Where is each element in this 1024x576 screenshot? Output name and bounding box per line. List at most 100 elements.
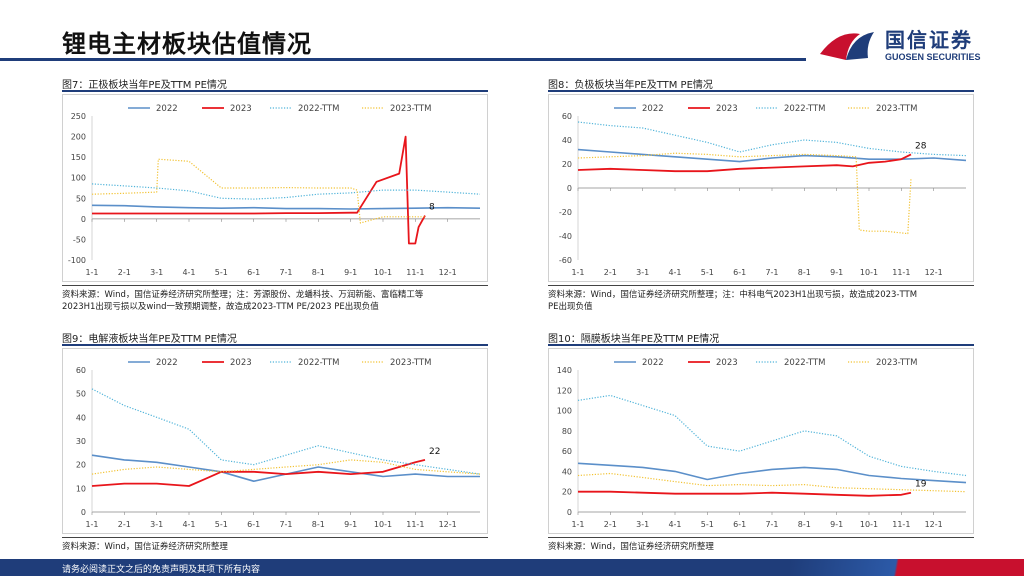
y-tick-label: 20 bbox=[76, 461, 86, 470]
x-tick-label: 4-1 bbox=[182, 520, 195, 529]
chart-frame bbox=[62, 348, 488, 534]
x-tick-label: 9-1 bbox=[830, 520, 843, 529]
series-line-2023 bbox=[577, 153, 912, 173]
legend-label: 2022 bbox=[156, 104, 178, 114]
y-tick-label: -20 bbox=[559, 208, 572, 217]
x-tick-label: 10-1 bbox=[374, 268, 392, 277]
legend-label: 2022 bbox=[156, 358, 178, 368]
y-tick-label: 0 bbox=[567, 508, 572, 517]
data-annotation-label: 8 bbox=[429, 203, 435, 213]
figure10-source-rule bbox=[548, 537, 974, 538]
x-tick-label: 2-1 bbox=[604, 268, 617, 277]
x-tick-label: 12-1 bbox=[439, 520, 457, 529]
y-tick-label: 40 bbox=[76, 413, 86, 422]
legend-label: 2022-TTM bbox=[784, 104, 826, 114]
x-tick-label: 7-1 bbox=[279, 268, 292, 277]
series-line-2023-TTM bbox=[577, 472, 967, 493]
series-line-2022-TTM bbox=[577, 121, 967, 157]
y-tick-label: 50 bbox=[76, 194, 86, 203]
figure8-source-rule bbox=[548, 285, 974, 286]
y-tick-label: -40 bbox=[559, 232, 572, 241]
y-tick-label: 0 bbox=[567, 184, 572, 193]
x-tick-label: 7-1 bbox=[765, 268, 778, 277]
figure8-source-line2: PE出现负值 bbox=[548, 302, 593, 312]
y-tick-label: 120 bbox=[557, 386, 572, 395]
figure7-source-line2: 2023H1出现亏损以及wind一致预期调整，故造成2023-TTM PE/20… bbox=[62, 302, 379, 312]
series-line-2022-TTM bbox=[91, 388, 481, 475]
x-tick-label: 5-1 bbox=[701, 268, 714, 277]
series-line-2022 bbox=[577, 462, 967, 484]
figure10-chart: 0 20 40 60 80 100 120 140 1-1 2-1 3-1 4-1 5-1 6-1 7-1 8… bbox=[548, 348, 974, 534]
series-line-2022 bbox=[91, 204, 481, 210]
title-underline bbox=[0, 58, 806, 61]
series-line-2023 bbox=[91, 459, 426, 487]
y-tick-label: -60 bbox=[559, 256, 572, 265]
x-tick-label: 5-1 bbox=[215, 520, 228, 529]
legend-label: 2023-TTM bbox=[876, 104, 918, 114]
x-tick-label: 8-1 bbox=[312, 268, 325, 277]
figure8-caption: 图8：负极板块当年PE及TTM PE情况 bbox=[548, 80, 713, 91]
legend-label: 2022-TTM bbox=[298, 104, 340, 114]
logo-navy-swoosh bbox=[846, 32, 874, 60]
figure8-source-line1: 资料来源：Wind，国信证券经济研究所整理；注：中科电气2023H1出现亏损，故… bbox=[548, 290, 918, 300]
x-tick-label: 7-1 bbox=[765, 520, 778, 529]
x-tick-label: 10-1 bbox=[860, 520, 878, 529]
y-tick-label: 40 bbox=[562, 467, 572, 476]
series-line-2022 bbox=[91, 454, 480, 482]
x-tick-label: 1-1 bbox=[85, 520, 98, 529]
x-tick-label: 12-1 bbox=[925, 520, 943, 529]
y-tick-label: 20 bbox=[562, 160, 572, 169]
y-tick-label: 60 bbox=[562, 112, 572, 121]
y-tick-label: 140 bbox=[557, 366, 572, 375]
y-tick-label: 100 bbox=[71, 174, 86, 183]
figure9-source: 资料来源：Wind，国信证券经济研究所整理 bbox=[62, 542, 228, 552]
y-tick-label: 60 bbox=[562, 447, 572, 456]
x-tick-label: 3-1 bbox=[150, 520, 163, 529]
x-tick-label: 6-1 bbox=[733, 520, 746, 529]
figure7-source: 资料来源：Wind，国信证券经济研究所整理；注：芳源股份、龙蟠科技、万润新能、富… bbox=[62, 289, 423, 313]
series-line-2023-TTM bbox=[91, 158, 425, 224]
figure7-source-line1: 资料来源：Wind，国信证券经济研究所整理；注：芳源股份、龙蟠科技、万润新能、富… bbox=[62, 290, 424, 300]
figure9-caption: 图9：电解液板块当年PE及TTM PE情况 bbox=[62, 334, 237, 345]
figure8-caption-rule bbox=[548, 90, 974, 92]
x-tick-label: 1-1 bbox=[571, 520, 584, 529]
legend-label: 2023-TTM bbox=[390, 358, 432, 368]
figure7-source-rule bbox=[62, 285, 488, 286]
x-tick-label: 6-1 bbox=[247, 268, 260, 277]
x-tick-label: 12-1 bbox=[925, 268, 943, 277]
legend-label: 2023-TTM bbox=[876, 358, 918, 368]
x-tick-label: 2-1 bbox=[118, 520, 131, 529]
y-tick-label: 80 bbox=[562, 427, 572, 436]
guosen-logo bbox=[820, 32, 874, 60]
footer-disclaimer: 请务必阅读正文之后的免责声明及其项下所有内容 bbox=[62, 565, 261, 575]
chart-frame bbox=[548, 94, 974, 282]
legend-label: 2022 bbox=[642, 358, 664, 368]
y-tick-label: -100 bbox=[68, 256, 86, 265]
x-tick-label: 3-1 bbox=[636, 268, 649, 277]
x-tick-label: 2-1 bbox=[118, 268, 131, 277]
x-tick-label: 11-1 bbox=[406, 268, 424, 277]
x-tick-label: 1-1 bbox=[85, 268, 98, 277]
logo-red-swoosh bbox=[820, 33, 860, 60]
figure9-caption-rule bbox=[62, 344, 488, 346]
legend-label: 2022-TTM bbox=[784, 358, 826, 368]
x-tick-label: 8-1 bbox=[312, 520, 325, 529]
x-tick-label: 9-1 bbox=[830, 268, 843, 277]
y-tick-label: 0 bbox=[81, 215, 86, 224]
x-tick-label: 12-1 bbox=[439, 268, 457, 277]
figure7-caption-rule bbox=[62, 90, 488, 92]
x-tick-label: 9-1 bbox=[344, 520, 357, 529]
data-annotation-label: 22 bbox=[429, 447, 440, 457]
series-line-2023 bbox=[92, 135, 426, 245]
x-tick-label: 10-1 bbox=[374, 520, 392, 529]
series-line-2022-TTM bbox=[91, 183, 481, 200]
x-tick-label: 6-1 bbox=[733, 268, 746, 277]
figure8-chart: -60 -40 -20 0 20 40 60 1-1 2-1 3-1 4-1 5-1 6-1 7-1 8-1… bbox=[548, 94, 974, 282]
footer-accent bbox=[790, 559, 1024, 576]
x-tick-label: 4-1 bbox=[668, 268, 681, 277]
y-tick-label: -50 bbox=[73, 235, 86, 244]
x-tick-label: 3-1 bbox=[150, 268, 163, 277]
series-line-2022-TTM bbox=[577, 394, 967, 477]
y-tick-label: 200 bbox=[71, 133, 86, 142]
legend-label: 2023 bbox=[716, 104, 738, 114]
